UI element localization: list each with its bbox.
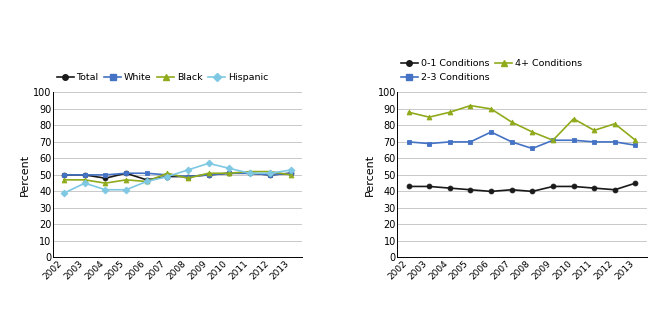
Y-axis label: Percent: Percent xyxy=(365,154,375,196)
Y-axis label: Percent: Percent xyxy=(20,154,30,196)
Legend: Total, White, Black, Hispanic: Total, White, Black, Hispanic xyxy=(53,69,273,86)
Legend: 0-1 Conditions, 2-3 Conditions, 4+ Conditions: 0-1 Conditions, 2-3 Conditions, 4+ Condi… xyxy=(397,55,586,86)
